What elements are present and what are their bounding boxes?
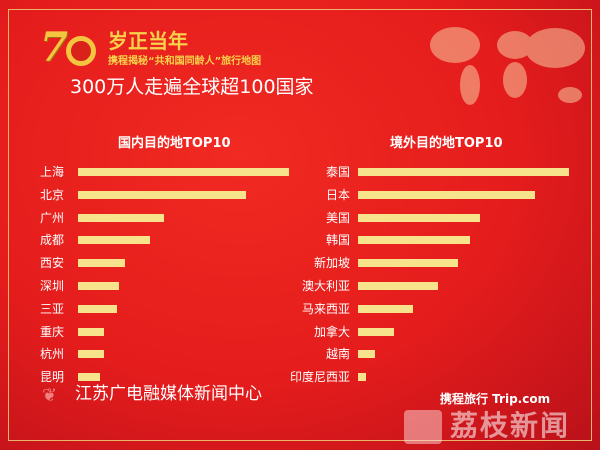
overseas-bar: [358, 190, 535, 199]
overseas-label: 越南: [325, 347, 350, 362]
logo-70: 7: [40, 24, 96, 71]
domestic-label: 成都: [40, 233, 65, 248]
overseas-label: 泰国: [325, 165, 350, 179]
domestic-label: 重庆: [40, 324, 65, 339]
domestic-bar: [78, 236, 150, 245]
overseas-label: 日本: [325, 187, 350, 202]
domestic-label: 昆明: [40, 370, 65, 385]
overseas-bar: [358, 282, 439, 290]
overseas-label: 马来西亚: [301, 301, 350, 316]
domestic-label: 上海: [40, 165, 65, 179]
overseas-label: 印度尼西亚: [289, 370, 350, 385]
overseas-bar: [358, 327, 395, 336]
domestic-label: 西安: [40, 256, 65, 271]
domestic-bar: [78, 304, 117, 313]
overseas-label: 美国: [325, 210, 350, 225]
overseas-bar: [358, 350, 376, 359]
overseas-label: 加拿大: [313, 324, 350, 339]
overseas-label: 韩国: [325, 233, 350, 248]
jsbc-logo-icon: ❦: [42, 385, 58, 406]
lizhi-logo-icon: [404, 410, 442, 444]
subtitle: 携程揭秘“共和国同龄人”旅行地图: [108, 56, 262, 67]
overseas-label: 澳大利亚: [301, 279, 350, 293]
domestic-bar: [78, 190, 246, 199]
world-map-icon: [430, 27, 585, 105]
gold-frame: [8, 9, 592, 441]
watermark: 荔枝新闻: [450, 409, 571, 442]
overseas-bar: [358, 236, 470, 245]
overseas-label: 新加坡: [313, 256, 350, 271]
domestic-label: 深圳: [40, 279, 65, 293]
domestic-bar: [78, 259, 125, 268]
headline: 300万人走遍全球超100国家: [70, 76, 314, 98]
trip-brand: 携程旅行 Trip.com: [440, 392, 551, 406]
domestic-bar: [78, 373, 100, 382]
overseas-bar: [358, 373, 367, 382]
domestic-bar: [78, 168, 289, 176]
domestic-chart-title: 国内目的地TOP10: [118, 136, 231, 151]
overseas-chart-title: 境外目的地TOP10: [390, 136, 503, 151]
domestic-label: 杭州: [40, 347, 65, 362]
domestic-label: 三亚: [40, 301, 65, 316]
domestic-bar: [78, 282, 119, 290]
overseas-bar: [358, 213, 480, 222]
overseas-bar: [358, 304, 414, 313]
title: 岁正当年: [108, 29, 188, 53]
domestic-bar: [78, 213, 164, 222]
domestic-bar: [78, 327, 104, 336]
domestic-label: 广州: [40, 210, 65, 225]
overseas-bar: [358, 259, 459, 268]
domestic-bar: [78, 350, 104, 359]
overseas-bar: [358, 168, 569, 176]
source-label: 江苏广电融媒体新闻中心: [75, 384, 262, 404]
domestic-label: 北京: [40, 187, 65, 202]
